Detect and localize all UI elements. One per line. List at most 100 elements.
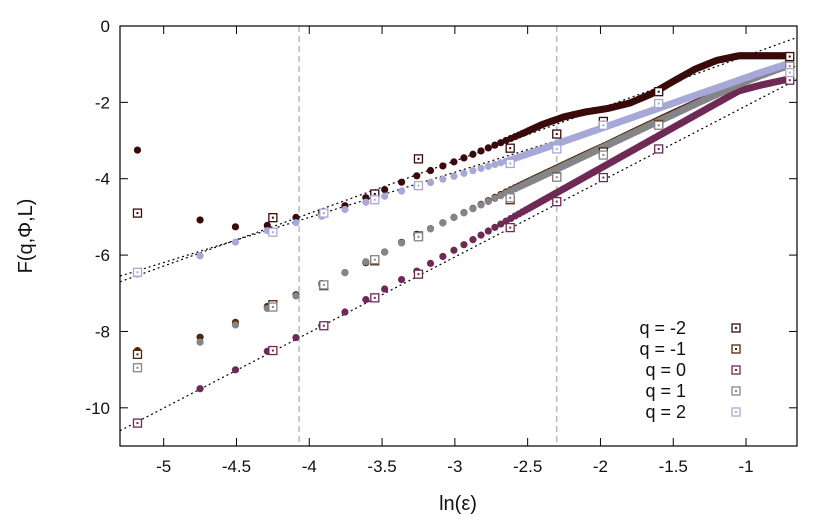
marker-center (555, 147, 558, 150)
marker-center (657, 147, 660, 150)
marker-series-group (132, 51, 795, 223)
x-tick-label: -2.5 (513, 457, 542, 476)
legend-marker-center (735, 411, 737, 413)
data-point (484, 197, 492, 206)
dense-series-group (133, 63, 789, 372)
marker-center (602, 124, 605, 127)
data-point (450, 158, 458, 166)
data-point (439, 252, 447, 261)
data-point (497, 220, 505, 228)
y-tick-label: 0 (101, 17, 110, 36)
data-point (469, 205, 477, 213)
data-point (196, 252, 204, 260)
marker-center (136, 422, 139, 425)
marker-center (271, 349, 274, 352)
marker-center (555, 133, 558, 136)
legend-label: q = 1 (645, 381, 686, 401)
marker-center (373, 193, 376, 195)
marker-center (417, 273, 420, 276)
marker-center (788, 79, 791, 82)
marker-center (602, 176, 605, 179)
marker-series-group (132, 61, 795, 373)
marker-center (136, 271, 139, 274)
marker-center (509, 226, 512, 229)
marker-center (417, 157, 420, 160)
data-point (469, 236, 477, 244)
data-point (484, 227, 492, 235)
data-point (133, 146, 142, 154)
marker-center (322, 212, 325, 215)
data-point (362, 258, 370, 266)
marker-series-group (132, 67, 795, 277)
data-point (460, 209, 468, 217)
data-point (450, 246, 458, 254)
data-point (484, 162, 492, 170)
marker-center (373, 198, 376, 201)
x-tick-label: -3.5 (367, 457, 396, 476)
data-point (362, 296, 370, 304)
marker-center (509, 196, 512, 199)
data-point (341, 308, 349, 316)
data-point (362, 198, 370, 206)
data-point (426, 259, 435, 267)
x-tick-label: -4.5 (222, 457, 251, 476)
legend-marker-center (735, 390, 737, 392)
data-point (439, 175, 447, 183)
data-point (341, 269, 349, 277)
marker-center (788, 65, 791, 68)
marker-center (602, 154, 605, 157)
marker-series-group (132, 75, 795, 428)
data-point (469, 150, 477, 158)
marker-series (132, 51, 795, 428)
marker-center (136, 366, 139, 369)
data-point (491, 223, 499, 231)
marker-center (373, 258, 376, 261)
data-point (426, 178, 435, 187)
x-tick-label: -1 (738, 457, 753, 476)
data-point (439, 219, 447, 227)
data-point (460, 241, 468, 249)
data-point (439, 162, 447, 170)
legend-marker-center (735, 327, 737, 329)
y-tick-label: -4 (95, 170, 110, 189)
data-point (413, 172, 421, 180)
data-point (381, 248, 389, 256)
marker-center (657, 124, 660, 127)
marker-center (657, 102, 660, 105)
data-point (397, 187, 406, 195)
marker-center (417, 235, 420, 238)
data-point (196, 338, 204, 346)
data-point (231, 223, 240, 231)
data-point (292, 292, 300, 300)
y-tick-label: -8 (95, 322, 110, 341)
data-point (491, 160, 499, 169)
data-point (426, 166, 435, 175)
data-point (426, 225, 435, 233)
data-point (460, 154, 468, 162)
marker-center (136, 212, 139, 215)
marker-center (788, 71, 791, 74)
data-point (231, 366, 240, 374)
legend-label: q = -1 (639, 339, 686, 359)
data-point (381, 285, 389, 293)
data-point (460, 169, 468, 177)
dense-series (133, 52, 789, 427)
x-tick-label: -4 (302, 457, 317, 476)
x-tick-label: -2 (593, 457, 608, 476)
y-tick-label: -2 (95, 93, 110, 112)
legend-label: q = -2 (639, 318, 686, 338)
y-tick-label: -10 (85, 399, 110, 418)
data-point (397, 178, 406, 186)
x-axis-title: ln(ε) (439, 493, 477, 515)
plot-frame (119, 25, 798, 447)
marker-center (271, 216, 274, 219)
marker-center (657, 90, 660, 93)
data-point (292, 333, 300, 342)
reference-lines (298, 26, 558, 446)
data-point (196, 333, 204, 341)
marker-center (788, 55, 791, 58)
x-tick-label: -3 (447, 457, 462, 476)
data-point (263, 221, 271, 230)
data-point (469, 167, 477, 175)
